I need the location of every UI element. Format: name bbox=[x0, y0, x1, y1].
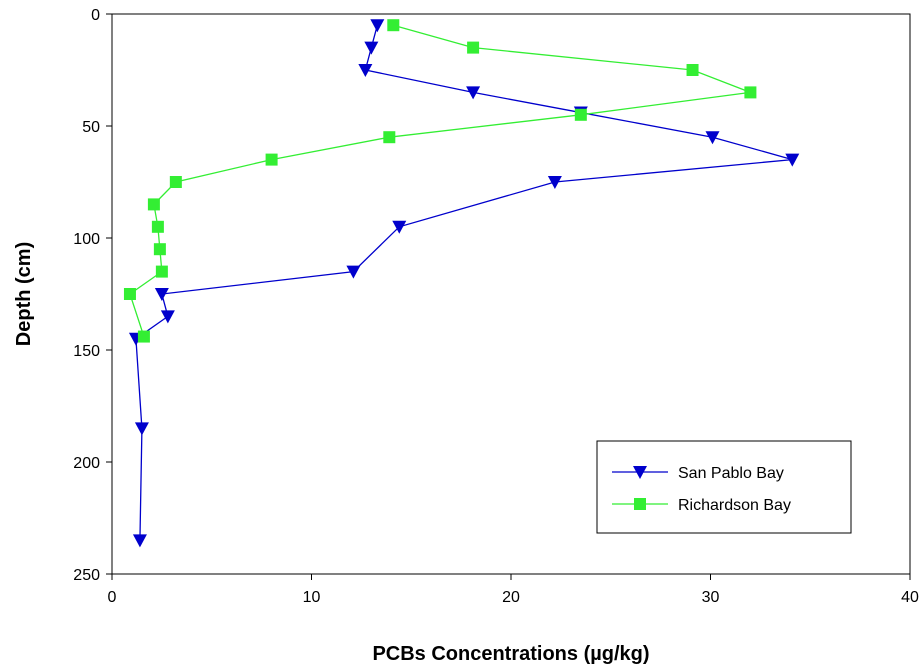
data-point bbox=[785, 153, 800, 167]
y-axis-title: Depth (cm) bbox=[13, 242, 35, 346]
x-tick-label: 10 bbox=[303, 589, 321, 606]
legend-label: Richardson Bay bbox=[678, 497, 791, 514]
data-point bbox=[392, 220, 407, 234]
x-axis: 0 10 20 30 40 bbox=[108, 574, 919, 606]
y-axis: 0 50 100 150 200 250 bbox=[73, 7, 112, 584]
x-tick-label: 30 bbox=[702, 589, 720, 606]
data-point bbox=[123, 288, 136, 300]
data-point bbox=[370, 19, 385, 33]
legend-item: Richardson Bay bbox=[612, 497, 791, 514]
series-line bbox=[129, 24, 751, 337]
y-tick-label: 50 bbox=[82, 119, 100, 136]
data-point bbox=[154, 288, 169, 301]
x-axis-title: PCBs Concentrations (µg/kg) bbox=[372, 643, 649, 665]
data-point bbox=[383, 131, 396, 144]
data-point bbox=[160, 310, 175, 324]
series-layer bbox=[123, 19, 800, 548]
y-tick-label: 200 bbox=[73, 455, 100, 472]
legend-marker bbox=[634, 498, 646, 510]
data-point bbox=[155, 265, 168, 278]
data-point bbox=[547, 176, 562, 189]
x-tick-label: 20 bbox=[502, 589, 520, 606]
data-point bbox=[466, 86, 481, 100]
data-point bbox=[574, 108, 587, 121]
x-tick-label: 40 bbox=[901, 589, 919, 606]
data-point bbox=[346, 265, 361, 279]
data-point bbox=[137, 330, 150, 343]
legend-item: San Pablo Bay bbox=[612, 465, 784, 482]
data-point bbox=[364, 41, 379, 55]
y-tick-label: 150 bbox=[73, 343, 100, 360]
data-point bbox=[358, 64, 373, 77]
y-tick-label: 0 bbox=[91, 7, 100, 24]
data-point bbox=[705, 131, 720, 145]
data-point bbox=[744, 86, 757, 99]
legend: San Pablo Bay Richardson Bay bbox=[596, 440, 852, 534]
series-1 bbox=[123, 19, 757, 343]
data-point bbox=[265, 153, 278, 166]
y-tick-label: 250 bbox=[73, 567, 100, 584]
data-point bbox=[147, 198, 160, 211]
y-tick-label: 100 bbox=[73, 231, 100, 248]
data-point bbox=[169, 176, 182, 188]
data-point bbox=[153, 243, 166, 256]
legend-label: San Pablo Bay bbox=[678, 465, 784, 482]
legend-box bbox=[596, 440, 852, 534]
x-tick-label: 0 bbox=[108, 589, 117, 606]
data-point bbox=[151, 220, 164, 233]
data-point bbox=[134, 422, 149, 436]
data-point bbox=[467, 41, 480, 54]
data-point bbox=[686, 64, 699, 76]
data-point bbox=[132, 534, 147, 548]
data-point bbox=[387, 19, 400, 32]
legend-marker bbox=[633, 466, 647, 479]
